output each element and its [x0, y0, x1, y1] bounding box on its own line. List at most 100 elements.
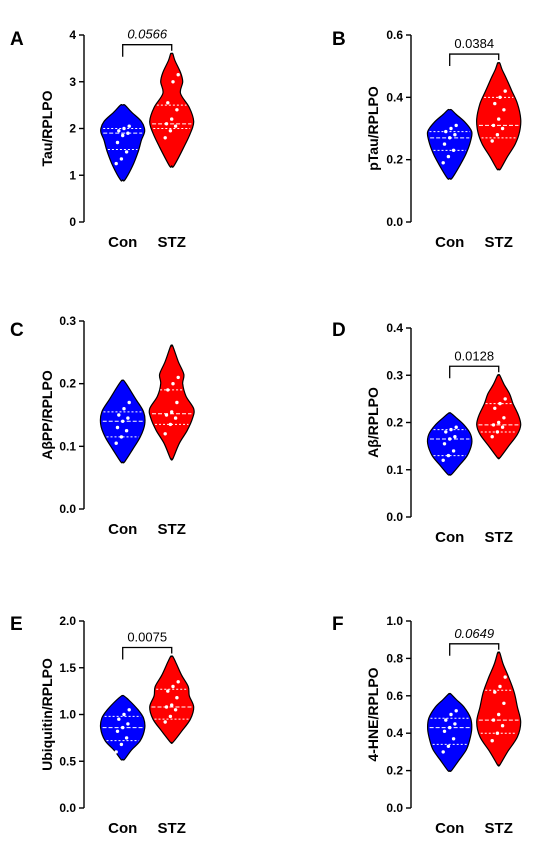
significance-bracket — [449, 365, 500, 379]
data-point — [503, 89, 507, 93]
y-tick-label: 0.4 — [386, 726, 403, 740]
data-point — [449, 427, 453, 432]
y-tick-label: 1 — [69, 168, 76, 182]
data-point — [493, 101, 497, 106]
data-point — [124, 150, 129, 154]
data-point — [497, 420, 501, 425]
data-point — [453, 133, 457, 137]
data-point — [503, 397, 507, 401]
significance-bracket — [122, 44, 173, 57]
data-point — [448, 136, 452, 140]
violin-stz — [148, 344, 195, 461]
data-point — [115, 729, 120, 733]
y-tick-label: 4 — [69, 28, 76, 42]
data-point — [173, 124, 178, 128]
data-point — [500, 425, 505, 429]
y-tick-label: 0.0 — [59, 502, 76, 516]
data-point — [441, 458, 445, 462]
y-axis-label: Ubiquitin/RPLPO — [39, 658, 55, 771]
data-point — [117, 717, 121, 721]
data-point — [117, 129, 121, 133]
data-point — [163, 136, 167, 140]
data-point — [119, 435, 124, 439]
panel-b: B 0.0 0.2 0.4 0.6 pTau/RPLPO Con STZ 0.0384 — [332, 28, 522, 251]
significance-bracket — [122, 646, 173, 660]
data-point — [444, 430, 448, 434]
y-tick-label: 0.4 — [386, 321, 403, 335]
data-point — [171, 684, 175, 689]
panel-a: A 0 1 2 3 4 Tau/RPLPO Con STZ 0.0566 — [10, 27, 195, 251]
violin-con — [426, 412, 473, 476]
p-value-label: 0.0128 — [454, 348, 494, 363]
y-tick-label: 0.8 — [386, 651, 403, 665]
data-point — [171, 80, 175, 84]
data-point — [166, 689, 170, 693]
y-tick-label: 0.1 — [386, 463, 403, 477]
data-point — [126, 416, 130, 420]
p-value-label: 0.0649 — [454, 626, 494, 641]
data-point — [454, 123, 458, 128]
data-point — [121, 419, 125, 423]
category-label-con: Con — [435, 820, 464, 837]
data-point — [448, 725, 452, 730]
data-point — [442, 729, 447, 733]
p-value-label: 0.0566 — [127, 27, 168, 42]
data-point — [500, 126, 505, 131]
y-tick-label: 0.2 — [59, 377, 76, 391]
data-point — [441, 161, 445, 165]
data-point — [119, 742, 124, 747]
data-point — [493, 690, 497, 694]
data-point — [127, 124, 131, 128]
data-point — [491, 718, 496, 722]
y-axis-label: Aβ/RPLPO — [365, 387, 381, 458]
data-point — [164, 122, 169, 126]
data-point — [495, 731, 500, 735]
panel-letter: B — [332, 29, 346, 50]
y-tick-label: 2.0 — [59, 614, 76, 628]
y-tick-label: 2 — [69, 122, 76, 136]
data-point — [490, 139, 494, 143]
y-tick-label: 0.0 — [59, 801, 76, 815]
p-value-label: 0.0384 — [454, 36, 494, 51]
data-point — [453, 722, 457, 726]
y-tick-label: 0.0 — [386, 215, 403, 229]
y-tick-label: 0.0 — [386, 510, 403, 524]
panel-letter: A — [10, 29, 24, 50]
data-point — [502, 701, 506, 705]
data-point — [502, 108, 506, 112]
data-point — [498, 95, 502, 100]
category-label-con: Con — [108, 820, 137, 837]
data-point — [444, 129, 448, 134]
y-tick-label: 0.3 — [386, 368, 403, 382]
category-label-con: Con — [435, 234, 464, 251]
data-point — [491, 123, 496, 128]
y-tick-label: 0.0 — [386, 801, 403, 815]
data-point — [168, 129, 173, 133]
data-point — [122, 126, 126, 131]
data-point — [490, 435, 494, 439]
panel-e: E 0.0 0.5 1.0 1.5 2.0 Ubiquitin/RPLPO Con STZ 0.0… — [10, 614, 195, 837]
data-point — [164, 705, 169, 709]
data-point — [451, 148, 456, 152]
data-point — [491, 423, 496, 427]
y-tick-label: 0.5 — [59, 754, 76, 768]
data-point — [163, 720, 167, 724]
data-point — [451, 737, 456, 741]
data-point — [168, 714, 173, 719]
violin-con — [100, 104, 146, 182]
panel-letter: F — [332, 614, 344, 635]
y-axis-label: 4-HNE/RPLPO — [365, 667, 381, 761]
y-tick-label: 0.2 — [386, 416, 403, 430]
category-label-con: Con — [108, 234, 137, 251]
data-point — [121, 133, 125, 138]
data-point — [176, 73, 180, 77]
violin-stz — [149, 52, 195, 168]
panel-letter: D — [332, 320, 346, 341]
y-axis-label: AβPP/RPLPO — [39, 370, 55, 460]
data-point — [502, 416, 506, 420]
data-point — [170, 117, 174, 121]
data-point — [164, 413, 169, 417]
data-point — [115, 425, 120, 430]
y-tick-label: 1.0 — [59, 708, 76, 722]
